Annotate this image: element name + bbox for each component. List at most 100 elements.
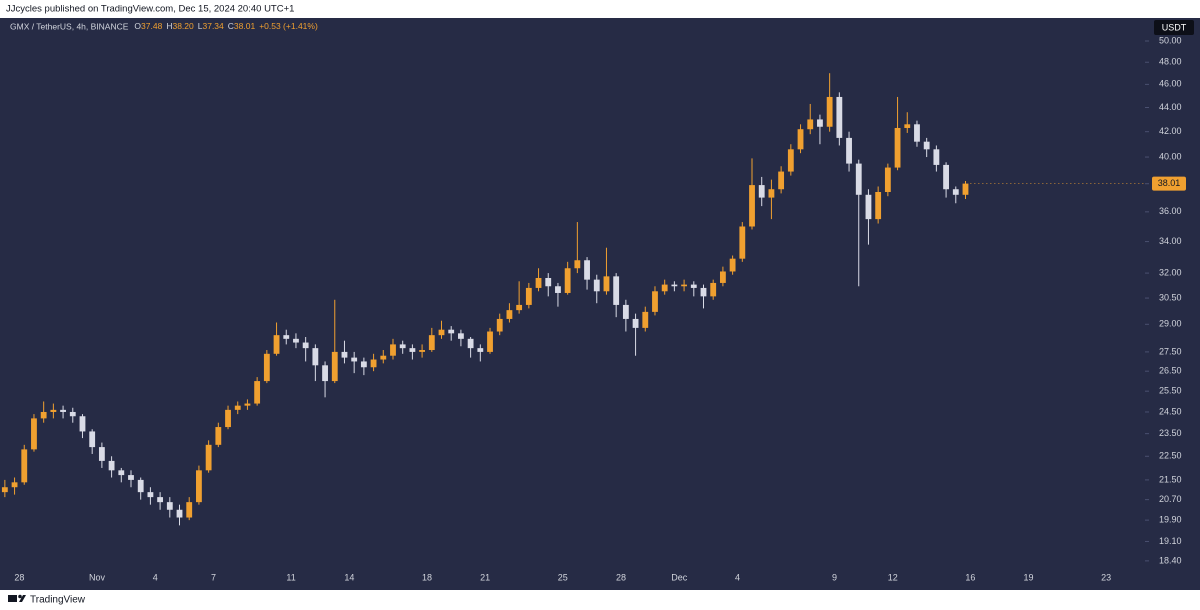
x-tick-label: 11 <box>286 572 295 582</box>
legend-key: C <box>228 21 234 31</box>
footer-logo <box>8 594 26 602</box>
candle-body <box>632 318 639 328</box>
candle-body <box>923 141 930 150</box>
candle-body <box>826 96 833 127</box>
candle-body <box>884 167 891 193</box>
y-tick-label: 19.90 <box>1159 514 1182 524</box>
logo-dot <box>18 594 22 599</box>
candle-body <box>263 353 270 382</box>
y-tick-label: 48.00 <box>1159 57 1182 67</box>
y-tick-label: 20.70 <box>1159 494 1182 504</box>
publish-note: JJcycles published on TradingView.com, D… <box>6 4 294 15</box>
candle-body <box>89 431 96 448</box>
candle-body <box>448 329 455 334</box>
x-tick-label: 28 <box>14 572 24 582</box>
candle-body <box>797 129 804 150</box>
y-tick-label: 25.50 <box>1159 386 1182 396</box>
legend-value: 37.48 <box>141 21 163 31</box>
candle-body <box>21 449 28 483</box>
y-tick-label: 30.50 <box>1159 292 1182 302</box>
candle-body <box>875 192 882 220</box>
candle-body <box>302 342 309 349</box>
candle-body <box>234 405 241 410</box>
candle-body <box>98 447 105 461</box>
x-tick-label: Nov <box>89 572 106 582</box>
candle-body <box>40 411 47 419</box>
candle-body <box>758 185 765 198</box>
candle-body <box>700 287 707 297</box>
candle-body <box>535 277 542 288</box>
candle-body <box>778 171 785 190</box>
y-tick-label: 26.50 <box>1159 366 1182 376</box>
x-tick-label: 18 <box>422 572 432 582</box>
candle-body <box>409 348 416 352</box>
candle-body <box>137 479 144 493</box>
candle-body <box>943 164 949 190</box>
candle-body <box>487 331 493 352</box>
candle-body <box>157 497 164 503</box>
candle-body <box>370 359 377 368</box>
ohlc-legend: O37.48 H38.20 L37.34 C38.01 +0.53 (+1.41%) <box>134 21 318 31</box>
candle-body <box>681 284 687 287</box>
legend-change: +0.53 (+1.41%) <box>259 21 318 31</box>
x-tick-label: 14 <box>344 572 354 582</box>
y-tick-label: 22.50 <box>1159 451 1182 461</box>
y-tick-label: 40.00 <box>1159 151 1182 161</box>
y-tick-label: 21.50 <box>1159 474 1182 484</box>
candle-body <box>865 194 872 220</box>
candle-body <box>147 492 154 498</box>
candle-body <box>11 482 18 488</box>
x-tick-label: Dec <box>671 572 688 582</box>
candle-body <box>176 509 183 518</box>
candle-body <box>768 189 775 198</box>
candle-body <box>215 427 222 445</box>
legend-value: 38.20 <box>172 21 194 31</box>
candle-body <box>399 344 406 349</box>
candle-body <box>467 338 474 349</box>
x-tick-label: 7 <box>211 572 216 582</box>
candle-body <box>914 124 920 142</box>
x-tick-label: 19 <box>1024 572 1034 582</box>
currency-label: USDT <box>1162 22 1187 32</box>
candle-body <box>331 351 338 382</box>
candle-body <box>31 418 37 450</box>
candle-body <box>904 124 911 128</box>
candle-body <box>225 409 231 428</box>
x-tick-label: 23 <box>1101 572 1111 582</box>
candle-body <box>283 335 290 339</box>
legend-value: 38.01 <box>234 21 256 31</box>
y-tick-label: 32.00 <box>1159 267 1182 277</box>
candle-body <box>438 329 445 336</box>
logo-mark <box>8 595 17 602</box>
candle-body <box>807 119 814 130</box>
x-tick-label: 21 <box>480 572 490 582</box>
candle-body <box>525 287 532 305</box>
candle-body <box>933 149 940 165</box>
y-tick-label: 44.00 <box>1159 102 1182 112</box>
candle-body <box>351 357 358 362</box>
y-tick-label: 42.00 <box>1159 126 1182 136</box>
candle-body <box>79 416 86 432</box>
legend-key: L <box>198 21 203 31</box>
y-tick-label: 19.10 <box>1159 536 1182 546</box>
candle-body <box>564 268 571 293</box>
candle-body <box>341 351 348 358</box>
candle-body <box>690 284 697 288</box>
candle-body <box>719 271 726 283</box>
candle-body <box>855 163 862 195</box>
logo-slash <box>19 595 26 602</box>
candle-body <box>186 502 193 518</box>
candle-body <box>312 348 319 366</box>
candle-body <box>118 470 125 476</box>
x-tick-label: 28 <box>616 572 626 582</box>
candle-body <box>671 284 678 287</box>
candle-body <box>574 260 581 269</box>
candle-body <box>962 183 969 195</box>
footer-bar <box>0 590 1200 610</box>
candle-body <box>603 276 610 292</box>
candle-body <box>652 291 658 312</box>
candle-body <box>322 365 328 382</box>
x-tick-label: 16 <box>965 572 975 582</box>
